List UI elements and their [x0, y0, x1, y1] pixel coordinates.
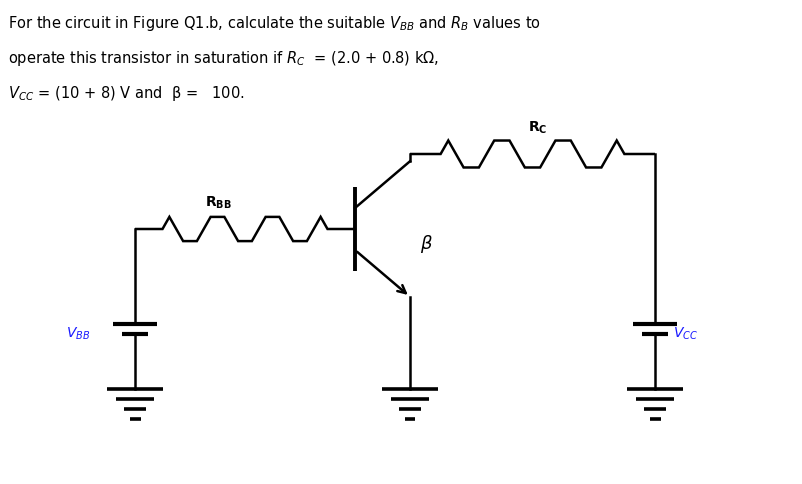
- Text: $\mathbf{R_C}$: $\mathbf{R_C}$: [527, 120, 546, 136]
- Text: $V_{BB}$: $V_{BB}$: [66, 326, 90, 342]
- Text: $\mathbf{R_{BB}}$: $\mathbf{R_{BB}}$: [205, 195, 232, 211]
- Text: operate this transistor in saturation if $R_C$  = (2.0 + 0.8) kΩ,: operate this transistor in saturation if…: [8, 49, 439, 68]
- Text: $\beta$: $\beta$: [419, 233, 432, 255]
- Text: $V_{CC}$: $V_{CC}$: [672, 326, 697, 342]
- Text: $V_{CC}$ = (10 + 8) V and  β =   100.: $V_{CC}$ = (10 + 8) V and β = 100.: [8, 84, 245, 103]
- Text: For the circuit in Figure Q1.b, calculate the suitable $V_{BB}$ and $R_B$ values: For the circuit in Figure Q1.b, calculat…: [8, 14, 541, 33]
